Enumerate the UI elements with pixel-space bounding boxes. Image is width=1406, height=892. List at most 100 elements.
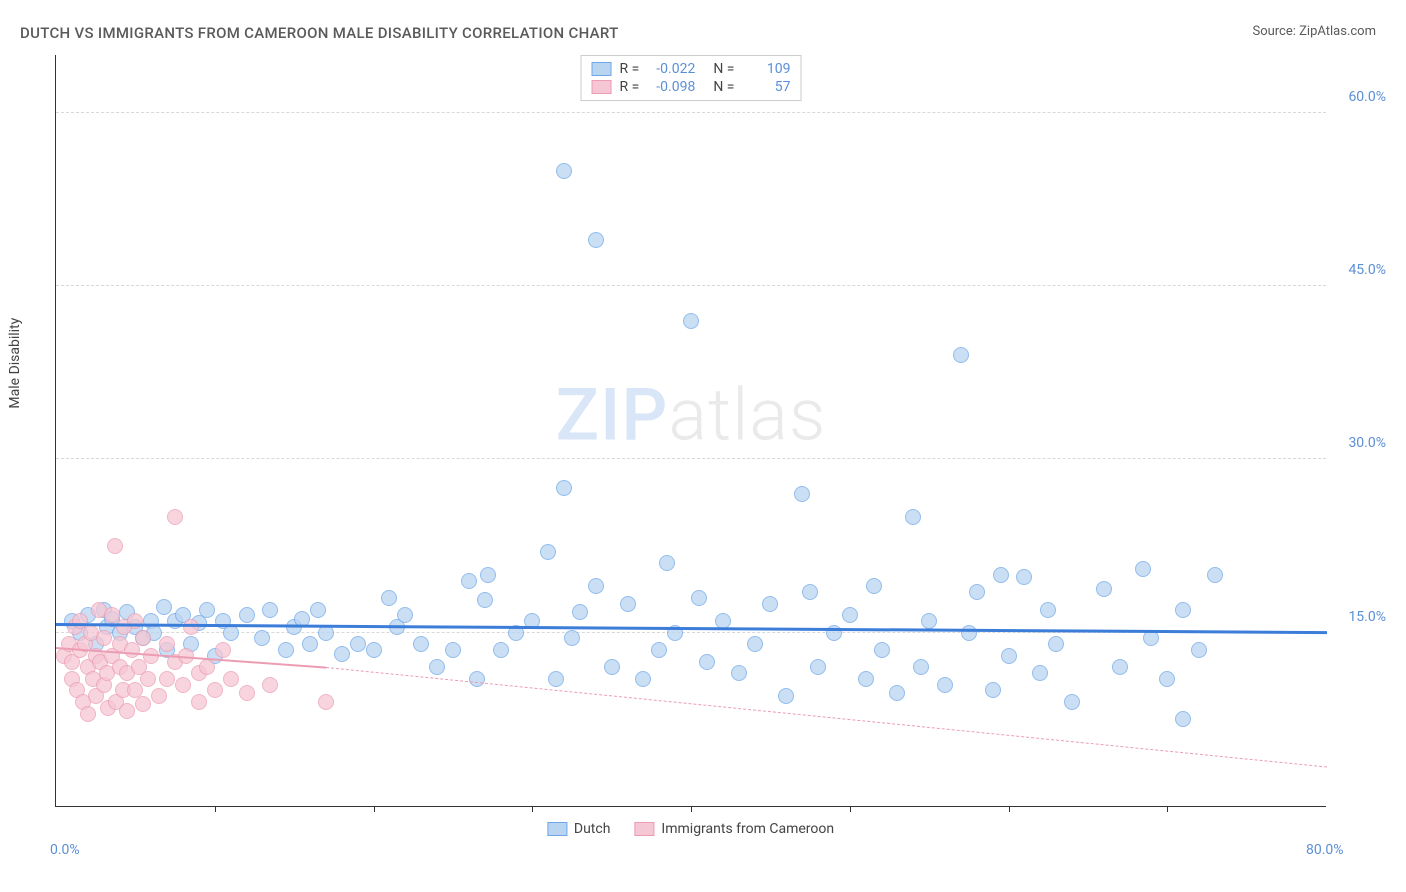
y-tick-label: 45.0% (1348, 262, 1386, 278)
scatter-point (778, 688, 794, 704)
scatter-point (699, 654, 715, 670)
scatter-point (874, 642, 890, 658)
scatter-point (572, 604, 588, 620)
scatter-point (156, 599, 172, 615)
scatter-point (461, 573, 477, 589)
scatter-point (858, 671, 874, 687)
scatter-point (1064, 694, 1080, 710)
scatter-point (127, 613, 143, 629)
scatter-point (905, 509, 921, 525)
legend-swatch (592, 80, 612, 94)
scatter-point (794, 486, 810, 502)
scatter-point (310, 602, 326, 618)
plot-area: ZIPatlas R =-0.022N =109R =-0.098N =57 1… (55, 55, 1326, 807)
scatter-point (1175, 602, 1191, 618)
scatter-point (199, 602, 215, 618)
scatter-point (1040, 602, 1056, 618)
x-tick-label: 80.0% (1306, 842, 1344, 858)
scatter-point (635, 671, 651, 687)
scatter-point (96, 630, 112, 646)
scatter-point (866, 578, 882, 594)
scatter-point (191, 694, 207, 710)
scatter-point (493, 642, 509, 658)
legend-item: Dutch (547, 821, 611, 837)
r-label: R = (620, 79, 640, 95)
scatter-point (1191, 642, 1207, 658)
x-tick (1009, 806, 1010, 812)
scatter-point (223, 671, 239, 687)
scatter-point (223, 625, 239, 641)
watermark-part2: atlas (668, 373, 826, 458)
correlation-legend: R =-0.022N =109R =-0.098N =57 (581, 55, 802, 101)
scatter-point (1159, 671, 1175, 687)
r-label: R = (620, 61, 640, 77)
scatter-point (1143, 630, 1159, 646)
watermark: ZIPatlas (556, 373, 827, 458)
series-legend: Dutch Immigrants from Cameroon (547, 821, 834, 837)
r-value: -0.098 (647, 79, 695, 95)
scatter-point (159, 636, 175, 652)
scatter-point (167, 509, 183, 525)
watermark-part1: ZIP (556, 373, 669, 458)
scatter-point (564, 630, 580, 646)
scatter-point (302, 636, 318, 652)
scatter-point (1175, 711, 1191, 727)
scatter-point (413, 636, 429, 652)
legend-label: Immigrants from Cameroon (661, 821, 834, 837)
scatter-point (140, 671, 156, 687)
scatter-point (588, 578, 604, 594)
scatter-point (469, 671, 485, 687)
scatter-point (480, 567, 496, 583)
x-tick (374, 806, 375, 812)
scatter-point (651, 642, 667, 658)
scatter-point (604, 659, 620, 675)
scatter-point (135, 696, 151, 712)
scatter-point (969, 584, 985, 600)
legend-stat-row: R =-0.022N =109 (592, 60, 791, 78)
scatter-point (540, 544, 556, 560)
y-tick-label: 15.0% (1348, 609, 1386, 625)
scatter-point (548, 671, 564, 687)
scatter-point (318, 694, 334, 710)
y-tick-label: 60.0% (1348, 89, 1386, 105)
scatter-point (985, 682, 1001, 698)
scatter-point (1016, 569, 1032, 585)
scatter-point (556, 163, 572, 179)
n-label: N = (713, 79, 734, 95)
scatter-point (683, 313, 699, 329)
y-axis-title: Male Disability (7, 318, 23, 409)
x-tick (850, 806, 851, 812)
y-tick-label: 30.0% (1348, 435, 1386, 451)
source-name: ZipAtlas.com (1299, 24, 1376, 39)
scatter-point (366, 642, 382, 658)
n-value: 109 (742, 61, 790, 77)
grid-line (56, 285, 1326, 286)
scatter-point (1001, 648, 1017, 664)
scatter-point (842, 607, 858, 623)
scatter-point (381, 590, 397, 606)
legend-swatch (592, 62, 612, 76)
scatter-point (1048, 636, 1064, 652)
scatter-point (913, 659, 929, 675)
scatter-point (1112, 659, 1128, 675)
grid-line (56, 112, 1326, 113)
source-attribution: Source: ZipAtlas.com (1252, 24, 1376, 39)
scatter-point (731, 665, 747, 681)
scatter-point (659, 555, 675, 571)
scatter-point (1207, 567, 1223, 583)
scatter-point (1135, 561, 1151, 577)
scatter-point (239, 685, 255, 701)
scatter-point (445, 642, 461, 658)
scatter-point (262, 602, 278, 618)
scatter-point (921, 613, 937, 629)
scatter-point (889, 685, 905, 701)
scatter-point (961, 625, 977, 641)
x-tick (1167, 806, 1168, 812)
scatter-point (199, 659, 215, 675)
source-label: Source: (1252, 24, 1299, 39)
legend-swatch (547, 822, 567, 836)
chart-title: DUTCH VS IMMIGRANTS FROM CAMEROON MALE D… (20, 24, 619, 42)
scatter-point (175, 677, 191, 693)
scatter-point (278, 642, 294, 658)
scatter-point (119, 703, 135, 719)
